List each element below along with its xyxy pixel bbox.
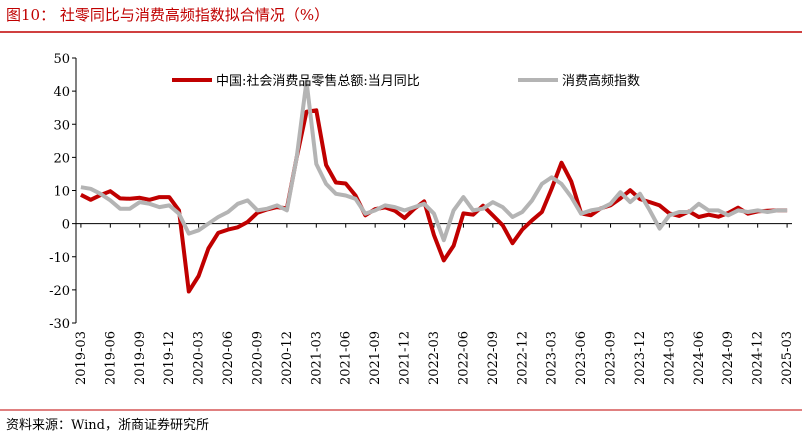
x-tick-label: 2023-06 [574, 331, 589, 385]
legend-label: 中国:社会消费品零售总额:当月同比 [216, 73, 420, 89]
x-tick-label: 2020-03 [192, 331, 207, 385]
y-tick-label: 0 [62, 218, 70, 233]
y-tick-label: 50 [53, 52, 70, 67]
y-tick-label: 40 [53, 85, 70, 100]
x-tick-label: 2024-09 [721, 331, 736, 385]
y-tick-label: -30 [49, 317, 70, 332]
source: 资料来源：Wind，浙商证券研究所 [6, 417, 209, 433]
y-tick-label: 20 [53, 151, 70, 166]
x-tick-label: 2019-06 [103, 331, 118, 385]
x-tick-label: 2022-03 [427, 331, 442, 385]
legend-label: 消费高频指数 [562, 73, 640, 89]
chart-title: 图10： 社零同比与消费高频指数拟合情况（%） [6, 6, 329, 24]
x-tick-label: 2019-12 [162, 331, 177, 385]
y-tick-label: -20 [49, 284, 70, 299]
y-tick-label: -10 [49, 251, 70, 266]
x-tick-label: 2019-03 [74, 331, 89, 385]
x-tick-label: 2023-09 [604, 331, 619, 385]
x-tick-label: 2020-06 [221, 331, 236, 385]
x-tick-label: 2023-12 [633, 331, 648, 385]
x-tick-label: 2021-06 [339, 331, 354, 385]
x-tick-label: 2021-03 [309, 331, 324, 385]
x-tick-label: 2021-12 [398, 331, 413, 385]
x-tick-label: 2020-12 [280, 331, 295, 385]
x-tick-label: 2022-09 [486, 331, 501, 385]
x-tick-label: 2022-06 [456, 331, 471, 385]
y-tick-label: 10 [53, 185, 70, 200]
series-line [80, 79, 788, 243]
y-tick-label: 30 [53, 118, 70, 133]
x-tick-label: 2024-12 [751, 331, 766, 385]
x-tick-label: 2023-03 [545, 331, 560, 385]
x-tick-label: 2020-09 [250, 331, 265, 385]
x-tick-label: 2019-09 [133, 331, 148, 385]
x-tick-label: 2025-03 [780, 331, 795, 385]
x-tick-label: 2024-03 [662, 331, 677, 385]
x-tick-label: 2024-06 [692, 331, 707, 385]
x-tick-label: 2022-12 [515, 331, 530, 385]
x-tick-label: 2021-09 [368, 331, 383, 385]
series-line [79, 108, 788, 294]
